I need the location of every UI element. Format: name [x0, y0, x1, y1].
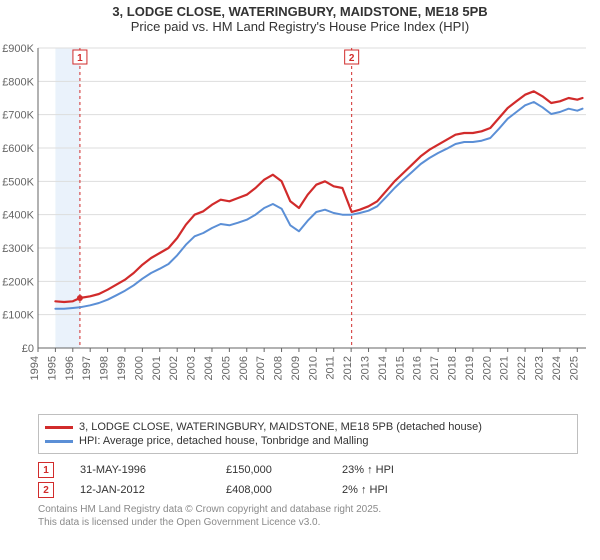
x-tick-label: 2012	[342, 356, 354, 380]
legend-item: HPI: Average price, detached house, Tonb…	[45, 435, 571, 447]
pre-sale-shade	[55, 48, 80, 348]
y-tick-label: £200K	[2, 276, 34, 288]
x-tick-label: 2015	[394, 356, 406, 380]
series-hpi	[55, 102, 582, 309]
x-tick-label: 2016	[412, 356, 424, 380]
y-tick-label: £0	[22, 343, 34, 355]
transaction-date: 12-JAN-2012	[80, 484, 200, 496]
transaction-price: £408,000	[226, 484, 316, 496]
legend-swatch	[45, 426, 73, 429]
transaction-pct-vs-hpi: 2% ↑ HPI	[342, 484, 442, 496]
x-tick-label: 2006	[238, 356, 250, 380]
x-tick-label: 2005	[220, 356, 232, 380]
transaction-row: 1 31-MAY-1996 £150,000 23% ↑ HPI	[38, 462, 578, 478]
x-tick-label: 2021	[499, 356, 511, 380]
x-tick-label: 2024	[551, 356, 563, 380]
x-tick-label: 2018	[447, 356, 459, 380]
y-tick-label: £300K	[2, 243, 34, 255]
sale-point-1	[77, 295, 83, 301]
x-tick-label: 2003	[186, 356, 198, 380]
x-tick-label: 2010	[307, 356, 319, 380]
transaction-marker: 2	[38, 482, 54, 498]
x-tick-label: 1999	[116, 356, 128, 380]
x-tick-label: 2001	[151, 356, 163, 380]
x-tick-label: 2019	[464, 356, 476, 380]
legend-item: 3, LODGE CLOSE, WATERINGBURY, MAIDSTONE,…	[45, 421, 571, 433]
y-tick-label: £400K	[2, 210, 34, 222]
transaction-date: 31-MAY-1996	[80, 464, 200, 476]
footer: Contains HM Land Registry data © Crown c…	[38, 504, 578, 529]
x-tick-label: 1995	[46, 356, 58, 380]
y-tick-label: £100K	[2, 310, 34, 322]
x-tick-label: 2014	[377, 356, 389, 380]
y-tick-label: £900K	[2, 43, 34, 55]
legend-label: 3, LODGE CLOSE, WATERINGBURY, MAIDSTONE,…	[79, 421, 482, 433]
chart-title-address: 3, LODGE CLOSE, WATERINGBURY, MAIDSTONE,…	[0, 0, 600, 19]
y-tick-label: £500K	[2, 176, 34, 188]
x-tick-label: 2009	[290, 356, 302, 380]
x-tick-label: 2025	[568, 356, 580, 380]
x-tick-label: 2020	[481, 356, 493, 380]
x-tick-label: 2017	[429, 356, 441, 380]
transaction-row: 2 12-JAN-2012 £408,000 2% ↑ HPI	[38, 482, 578, 498]
x-tick-label: 2004	[203, 356, 215, 380]
legend-swatch	[45, 440, 73, 443]
transaction-marker: 1	[38, 462, 54, 478]
x-tick-label: 2022	[516, 356, 528, 380]
x-tick-label: 1994	[29, 356, 41, 380]
x-tick-label: 1997	[81, 356, 93, 380]
chart: £0 £100K £200K £300K £400K £500K £600K £700K £80…	[0, 38, 600, 408]
x-tick-label: 2007	[255, 356, 267, 380]
legend: 3, LODGE CLOSE, WATERINGBURY, MAIDSTONE,…	[38, 414, 578, 454]
x-tick-label: 2023	[534, 356, 546, 380]
page: 3, LODGE CLOSE, WATERINGBURY, MAIDSTONE,…	[0, 0, 600, 560]
x-tick-label: 1998	[99, 356, 111, 380]
x-tick-label: 2008	[273, 356, 285, 380]
legend-label: HPI: Average price, detached house, Tonb…	[79, 435, 368, 447]
x-tick-label: 2011	[325, 356, 337, 380]
transaction-price: £150,000	[226, 464, 316, 476]
transactions-table: 1 31-MAY-1996 £150,000 23% ↑ HPI 2 12-JAN-201…	[38, 462, 578, 498]
y-tick-label: £800K	[2, 76, 34, 88]
sale-marker-number: 1	[77, 53, 83, 64]
transaction-pct-vs-hpi: 23% ↑ HPI	[342, 464, 442, 476]
x-tick-label: 2000	[133, 356, 145, 380]
sale-marker-number: 2	[349, 53, 355, 64]
chart-svg: £0 £100K £200K £300K £400K £500K £600K £700K £80…	[0, 38, 600, 408]
y-tick-label: £700K	[2, 110, 34, 122]
footer-line-2: This data is licensed under the Open Gov…	[38, 517, 578, 530]
chart-title-subtitle: Price paid vs. HM Land Registry's House …	[0, 19, 600, 38]
x-tick-label: 2013	[360, 356, 372, 380]
footer-line-1: Contains HM Land Registry data © Crown c…	[38, 504, 578, 517]
x-tick-label: 2002	[168, 356, 180, 380]
y-tick-label: £600K	[2, 143, 34, 155]
x-tick-label: 1996	[64, 356, 76, 380]
